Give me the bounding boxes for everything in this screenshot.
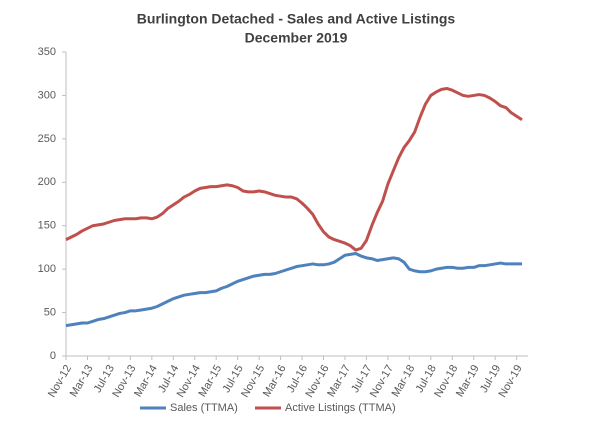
y-tick-label: 300 — [38, 89, 56, 101]
y-tick-label: 200 — [38, 176, 56, 188]
y-tick-label: 150 — [38, 220, 56, 232]
legend-label: Sales (TTMA) — [170, 402, 238, 414]
legend-label: Active Listings (TTMA) — [285, 402, 396, 414]
y-tick-label: 100 — [38, 263, 56, 275]
chart-title: Burlington Detached - Sales and Active L… — [137, 11, 456, 27]
series-line — [65, 86, 523, 252]
y-tick-label: 50 — [44, 306, 56, 318]
y-tick-label: 250 — [38, 133, 56, 145]
y-tick-label: 0 — [50, 350, 56, 362]
y-tick-label: 350 — [38, 46, 56, 58]
series-line — [65, 252, 522, 328]
chart-subtitle: December 2019 — [245, 30, 348, 46]
